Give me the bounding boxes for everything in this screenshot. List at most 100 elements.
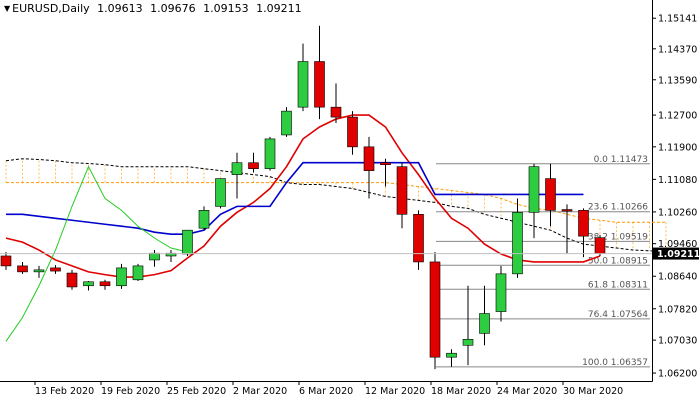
- candle: [380, 158, 391, 187]
- candle-body: [594, 237, 606, 254]
- candle: [231, 152, 243, 199]
- candle-body: [396, 166, 408, 215]
- candle-body: [495, 273, 507, 312]
- candle: [594, 234, 606, 256]
- candle: [17, 261, 28, 274]
- candle-body: [347, 116, 358, 148]
- low-value: 1.09153: [203, 2, 249, 15]
- candle: [512, 198, 523, 278]
- candle: [0, 252, 12, 270]
- candle-body: [83, 281, 94, 287]
- candle: [50, 265, 61, 274]
- candle-body: [446, 352, 457, 358]
- fib-level-label: 61.8 1.08311: [588, 280, 648, 290]
- candle-body: [330, 106, 342, 118]
- fib-level-label: 0.0 1.11473: [594, 155, 648, 165]
- time-tick-label: 24 Mar 2020: [497, 386, 557, 397]
- time-axis: 13 Feb 2020 19 Feb 2020 25 Feb 2020 2 Mar 2…: [34, 381, 623, 397]
- price-tick-label: 1.08640: [658, 272, 697, 283]
- candle: [66, 269, 78, 290]
- time-tick-label: 19 Feb 2020: [101, 386, 160, 397]
- chart-header: ▼ EURUSD,Daily 1.09613 1.09676 1.09153 1.…: [4, 2, 306, 15]
- current-price-marker: 1.09211: [0, 247, 700, 260]
- candle-body: [248, 162, 259, 169]
- price-tick-label: 1.13590: [658, 75, 697, 86]
- candle-body: [264, 138, 276, 169]
- candle: [495, 265, 507, 322]
- candle: [83, 280, 94, 291]
- candle-body: [297, 61, 309, 108]
- candle: [578, 208, 589, 258]
- chart-axes: [0, 0, 653, 382]
- candle-body: [545, 178, 556, 211]
- close-value: 1.09211: [256, 2, 302, 15]
- candle-body: [281, 110, 292, 136]
- candle: [545, 163, 556, 227]
- candle-body: [50, 267, 61, 272]
- candle: [479, 285, 490, 346]
- candle-body: [462, 339, 474, 346]
- candle: [561, 204, 573, 254]
- candle: [462, 285, 474, 366]
- candle: [347, 111, 358, 155]
- fib-level-label: 23.6 1.10266: [588, 203, 648, 213]
- time-tick-label: 18 Mar 2020: [431, 386, 491, 397]
- time-tick-label: 13 Feb 2020: [35, 386, 94, 397]
- candle-body: [512, 212, 523, 275]
- candle-body: [0, 255, 12, 267]
- candle-body: [66, 272, 78, 288]
- time-tick-label: 2 Mar 2020: [233, 386, 287, 397]
- candle-body: [479, 313, 490, 334]
- time-tick-label: 25 Feb 2020: [167, 386, 226, 397]
- kijun-line: [6, 161, 584, 235]
- price-tick-label: 1.14370: [658, 44, 697, 55]
- fib-level-label: 100.0 1.06357: [582, 358, 648, 368]
- candle-body: [561, 209, 573, 212]
- candle: [248, 152, 259, 173]
- price-tick-label: 1.09460: [658, 239, 697, 250]
- price-tick-label: 1.10260: [658, 207, 697, 218]
- candle-body: [314, 61, 325, 108]
- current-price-label: 1.09211: [657, 249, 700, 260]
- candle-body: [363, 146, 375, 171]
- candle: [528, 163, 540, 239]
- candle-body: [215, 178, 226, 207]
- candle: [413, 210, 424, 270]
- candle: [182, 229, 193, 256]
- price-tick-label: 1.11080: [658, 175, 697, 186]
- price-tick-label: 1.15141: [658, 14, 697, 25]
- candle: [281, 107, 292, 137]
- candle-body: [99, 281, 111, 287]
- triangle-down-icon: ▼: [4, 4, 11, 13]
- candle-body: [528, 166, 540, 213]
- price-tick-label: 1.06200: [658, 369, 697, 380]
- symbol-label: EURUSD,Daily: [12, 2, 90, 15]
- fibonacci-retracement[interactable]: 0.0 1.11473 23.6 1.10266 38.2 1.09519 50.0 …: [436, 155, 650, 368]
- candle-body: [132, 265, 144, 281]
- candle: [330, 83, 342, 124]
- candle: [33, 265, 45, 278]
- candle-body: [578, 210, 589, 237]
- fib-level-label: 38.2 1.09519: [588, 232, 648, 242]
- plot-area: [0, 0, 652, 381]
- price-tick-label: 1.11900: [658, 142, 697, 153]
- candle-body: [413, 214, 424, 263]
- candle-body: [149, 252, 160, 261]
- candle: [215, 178, 226, 209]
- time-tick-label: 6 Mar 2020: [299, 386, 353, 397]
- candle: [429, 252, 441, 370]
- candle-body: [33, 269, 45, 273]
- time-tick-label: 12 Mar 2020: [365, 386, 425, 397]
- current-price-box: [653, 247, 699, 260]
- candle: [363, 136, 375, 199]
- candle-body: [116, 267, 127, 287]
- candle: [264, 136, 276, 171]
- candle-body: [231, 162, 243, 175]
- open-value: 1.09613: [97, 2, 143, 15]
- time-tick-label: 30 Mar 2020: [563, 386, 623, 397]
- candle: [99, 279, 111, 290]
- candle: [396, 162, 408, 229]
- candle: [132, 263, 144, 281]
